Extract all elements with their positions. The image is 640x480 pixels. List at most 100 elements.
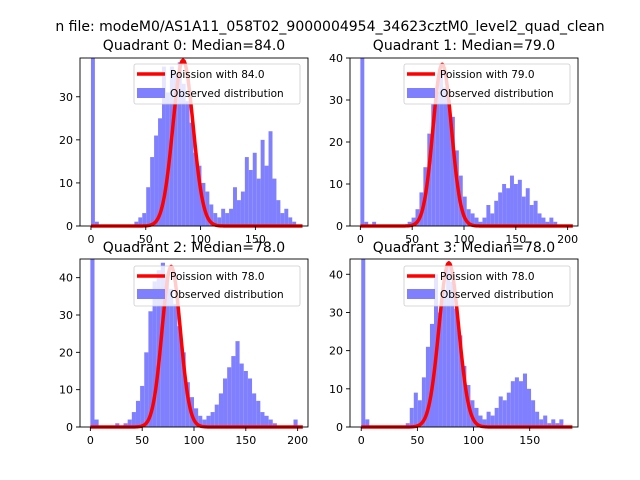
quadrant-3-xtick-label: 50	[410, 434, 424, 447]
quadrant-0-histogram-bar	[134, 221, 139, 226]
quadrant-1-histogram-bar	[502, 184, 507, 226]
quadrant-0-legend-label-observed: Observed distribution	[170, 88, 284, 100]
quadrant-0-histogram-bar	[236, 200, 241, 226]
quadrant-0-histogram-bar	[205, 191, 210, 226]
quadrant-0-xtick-label: 100	[190, 233, 211, 246]
quadrant-3-histogram-bar	[539, 419, 544, 427]
quadrant-2-histogram-bar	[140, 385, 145, 427]
quadrant-0-legend: Poission with 84.0 Observed distribution	[133, 63, 301, 105]
quadrant-1-histogram-bar	[439, 70, 444, 226]
quadrant-3-histogram-bar	[527, 388, 532, 427]
quadrant-1-ytick-label: 10	[329, 178, 343, 191]
quadrant-2-ytick-label: 0	[66, 421, 73, 434]
quadrant-0-legend-bar-swatch	[137, 88, 165, 98]
quadrant-0-xtick-label: 0	[87, 233, 94, 246]
quadrant-0-histogram-bar	[233, 187, 237, 226]
quadrant-2-title: Quadrant 2: Median=78.0	[103, 240, 285, 256]
quadrant-1-histogram-bar	[525, 188, 530, 226]
quadrant-1-histogram-bar	[545, 221, 550, 226]
quadrant-1-ytick-label: 30	[329, 94, 343, 107]
quadrant-2-histogram-bar	[235, 341, 240, 427]
quadrant-1-ytick-label: 0	[336, 220, 343, 233]
quadrant-2-histogram-bar	[177, 326, 182, 427]
quadrant-0-histogram-bar	[217, 217, 222, 226]
quadrant-1-histogram-bar	[490, 213, 495, 226]
quadrant-1-histogram-bar	[443, 87, 448, 227]
quadrant-3-legend: Poission with 78.0 Observed distribution	[403, 265, 571, 307]
quadrant-1-legend-bar-swatch	[407, 88, 435, 98]
quadrant-3-histogram-bar	[462, 365, 467, 427]
quadrant-0-histogram-bar	[197, 165, 202, 226]
quadrant-1-legend: Poission with 79.0 Observed distribution	[403, 63, 571, 105]
quadrant-2-legend-label-poisson: Poission with 78.0	[170, 271, 265, 283]
quadrant-1-plot-area: 0 50 100 150 200 0 10 20 30 40	[329, 52, 579, 246]
quadrant-3-histogram-bar	[535, 411, 540, 427]
quadrant-3-histogram-bar	[547, 423, 552, 427]
quadrant-2-histogram-bar	[206, 415, 211, 427]
quadrant-0-histogram-bar	[248, 170, 253, 226]
quadrant-0-histogram-bar	[177, 62, 182, 226]
quadrant-2-histogram-bar	[214, 404, 219, 427]
quadrant-2-histogram-bar	[160, 262, 165, 427]
quadrant-0-histogram-bar	[161, 66, 166, 226]
quadrant-0-histogram-bar	[94, 221, 99, 226]
quadrant-3-ytick-label: 0	[336, 421, 343, 434]
quadrant-2-histogram-bar	[115, 423, 120, 427]
quadrant-3-legend-label-poisson: Poission with 78.0	[440, 271, 535, 283]
quadrant-3-histogram-bar	[474, 407, 479, 427]
quadrant-2-xtick-label: 150	[235, 434, 256, 447]
quadrant-3-histogram-bar	[531, 400, 536, 427]
quadrant-3-histogram-bar	[478, 415, 483, 427]
quadrant-0-chart: Quadrant 0: Median=84.0 0 50 100 150 0 10 20 30…	[59, 38, 309, 246]
quadrant-1-histogram-bar	[513, 184, 518, 226]
quadrant-1-histogram-bar	[466, 209, 471, 226]
quadrant-1-histogram-bar	[506, 188, 511, 226]
quadrant-3-histogram-bar	[522, 373, 528, 427]
quadrant-1-histogram-bar	[364, 221, 369, 226]
quadrant-2-histogram-bar	[252, 393, 257, 427]
quadrant-3-xtick-label: 0	[358, 434, 365, 447]
quadrant-3-ytick-label: 10	[329, 383, 343, 396]
quadrant-1-xtick-label: 100	[454, 233, 475, 246]
quadrant-3-ytick-label: 20	[329, 345, 343, 358]
quadrant-2-histogram-bar	[256, 400, 261, 427]
quadrant-2-xtick-label: 200	[287, 434, 308, 447]
quadrant-0-histogram-bar	[142, 213, 147, 226]
quadrant-2-histogram-bar	[243, 371, 248, 427]
quadrant-0-histogram-bar	[225, 213, 230, 226]
quadrant-0-histogram-bar	[276, 200, 281, 226]
quadrant-1-legend-box	[403, 63, 571, 105]
quadrant-0-histogram-bar	[284, 208, 289, 226]
quadrant-1-histogram-bar	[486, 205, 491, 226]
quadrant-0-legend-box	[133, 63, 301, 105]
quadrant-2-histogram-bar	[218, 393, 224, 427]
quadrant-1-chart: Quadrant 1: Median=79.0 0 50 100 150 200 0 10 2…	[329, 38, 579, 246]
quadrant-2-histogram-bar	[227, 367, 232, 427]
quadrant-3-histogram-bar	[417, 400, 422, 427]
quadrant-1-ytick-label: 40	[329, 52, 343, 65]
quadrant-1-histogram-bar	[482, 217, 487, 226]
quadrant-3-legend-label-observed: Observed distribution	[440, 289, 554, 301]
quadrant-2-histogram-bar	[169, 288, 174, 427]
quadrant-1-histogram-bar	[553, 221, 558, 226]
quadrant-0-title: Quadrant 0: Median=84.0	[103, 38, 285, 54]
quadrant-2-histogram-bar	[94, 419, 99, 427]
quadrant-0-histogram-bar	[209, 204, 214, 226]
quadrant-2-histogram-bar	[194, 408, 199, 427]
quadrant-3-chart: 0 50 100 150 0 10 20 30 40 Poission with 78.0 Ob…	[329, 240, 579, 447]
quadrant-0-histogram-bar	[213, 213, 218, 226]
quadrant-2-ytick-label: 40	[59, 272, 73, 285]
quadrant-3-xtick-label: 150	[519, 434, 540, 447]
quadrant-3-histogram-bar	[405, 423, 410, 427]
quadrant-3-histogram-bar	[429, 323, 435, 427]
quadrant-0-histogram-bar	[181, 83, 186, 226]
quadrant-0-histogram-bar	[280, 213, 285, 226]
quadrant-1-title: Quadrant 1: Median=79.0	[373, 38, 555, 54]
quadrant-1-histogram-bar	[470, 213, 475, 226]
quadrant-1-histogram-bar	[431, 104, 436, 226]
quadrant-2-histogram-bar	[223, 378, 228, 427]
quadrant-2-histogram-bar	[264, 415, 269, 427]
quadrant-3-histogram-bar	[494, 407, 499, 427]
quadrant-2-ytick-label: 20	[59, 346, 73, 359]
quadrant-3-histogram-bar	[559, 419, 564, 427]
